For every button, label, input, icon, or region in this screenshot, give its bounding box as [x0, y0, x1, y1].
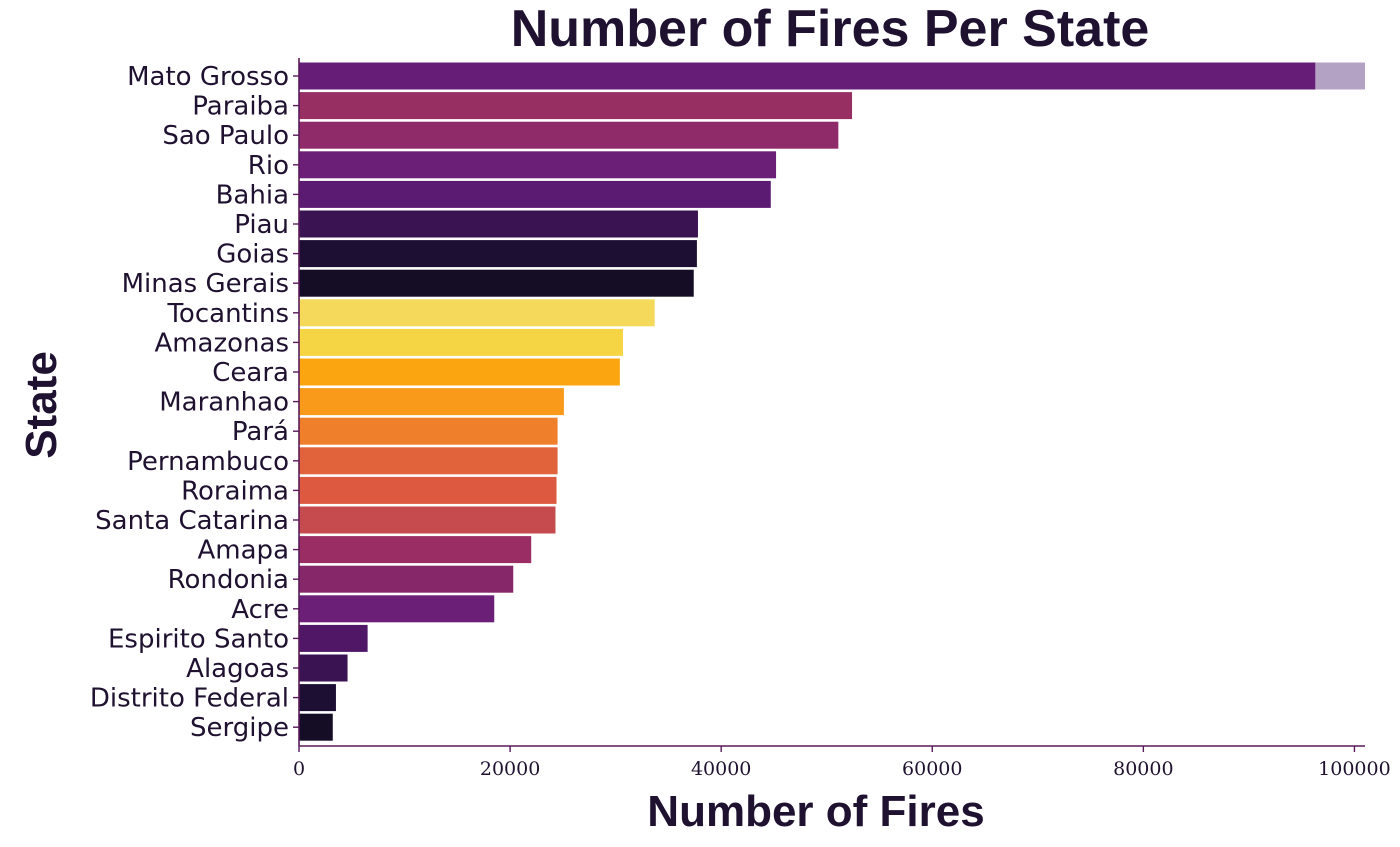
- category-label: Minas Gerais: [122, 269, 289, 299]
- category-label: Rondonia: [168, 565, 289, 595]
- category-label: Espirito Santo: [108, 624, 289, 654]
- bars-group: [299, 62, 1365, 741]
- x-tick-label: 100000: [1318, 758, 1391, 780]
- bar-overflow: [1315, 62, 1365, 90]
- category-label: Alagoas: [186, 654, 289, 684]
- category-label: Amazonas: [154, 328, 289, 358]
- bar: [299, 269, 694, 297]
- category-label: Paraiba: [192, 92, 289, 122]
- bar: [299, 180, 771, 208]
- bar: [299, 299, 655, 327]
- bar: [299, 713, 333, 741]
- x-tick-label: 80000: [1113, 758, 1173, 780]
- bar: [299, 358, 620, 386]
- bar: [299, 92, 853, 120]
- bar: [299, 595, 495, 623]
- x-axis-label: Number of Fires: [647, 787, 984, 836]
- category-label: Sao Paulo: [162, 121, 289, 151]
- bar: [299, 684, 336, 712]
- bar: [299, 654, 348, 682]
- bar: [299, 210, 698, 238]
- category-label: Pará: [232, 417, 289, 447]
- category-label: Bahia: [216, 180, 289, 210]
- category-label: Distrito Federal: [90, 684, 289, 714]
- category-label: Rio: [248, 151, 289, 181]
- category-label: Maranhao: [159, 388, 289, 418]
- x-tick-label: 60000: [902, 758, 962, 780]
- x-axis-ticks: 0 20000 40000 60000 80000 100000: [293, 746, 1391, 780]
- category-label: Goias: [216, 240, 289, 270]
- bar: [299, 121, 839, 149]
- category-label: Acre: [231, 595, 289, 625]
- bar: [299, 388, 564, 416]
- category-label: Ceara: [212, 358, 289, 388]
- bar: [299, 624, 368, 652]
- category-label: Amapa: [198, 536, 289, 566]
- bar: [299, 536, 532, 564]
- category-label: Roraima: [181, 476, 289, 506]
- bar: [299, 240, 697, 268]
- bar: [299, 506, 556, 534]
- bar: [299, 151, 777, 179]
- x-tick-label: 20000: [480, 758, 540, 780]
- x-tick-label: 40000: [691, 758, 751, 780]
- bar: [299, 62, 1316, 90]
- category-label: Sergipe: [190, 713, 289, 743]
- bar: [299, 417, 558, 445]
- category-label: Mato Grosso: [127, 62, 289, 92]
- y-axis-label: State: [17, 351, 66, 459]
- category-label: Pernambuco: [127, 447, 289, 477]
- chart-title: Number of Fires Per State: [511, 0, 1150, 58]
- category-label: Santa Catarina: [95, 506, 289, 536]
- bar: [299, 328, 624, 356]
- bar: [299, 447, 558, 475]
- category-label: Tocantins: [166, 299, 289, 329]
- category-label: Piau: [234, 210, 289, 240]
- x-tick-label: 0: [293, 758, 305, 780]
- bar: [299, 565, 514, 593]
- bar: [299, 476, 557, 504]
